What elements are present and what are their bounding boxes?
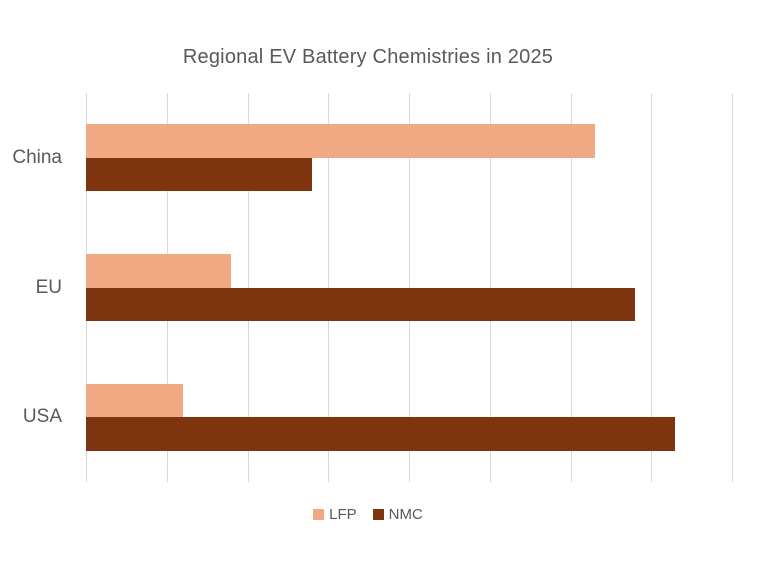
category-label-china: China bbox=[12, 146, 62, 168]
bar-eu-lfp bbox=[86, 254, 232, 288]
gridline-80 bbox=[732, 93, 733, 482]
category-label-eu: EU bbox=[35, 276, 62, 298]
bar-eu-nmc bbox=[86, 287, 636, 321]
bar-china-nmc bbox=[86, 157, 313, 192]
bar-usa-lfp bbox=[86, 383, 183, 418]
chart-title: Regional EV Battery Chemistries in 2025 bbox=[182, 46, 554, 68]
legend-swatch-lfp bbox=[313, 509, 325, 520]
legend-item-nmc: NMC bbox=[372, 506, 423, 523]
category-axis: China EU USA bbox=[0, 93, 62, 482]
plot-area bbox=[86, 93, 733, 482]
legend-swatch-nmc bbox=[372, 509, 384, 520]
gridline-70 bbox=[651, 93, 653, 482]
legend: LFP NMC bbox=[0, 506, 736, 523]
legend-label-nmc: NMC bbox=[388, 506, 423, 523]
category-label-usa: USA bbox=[22, 406, 62, 428]
legend-item-lfp: LFP bbox=[313, 506, 357, 523]
bar-usa-nmc bbox=[86, 417, 676, 451]
legend-label-lfp: LFP bbox=[329, 506, 357, 523]
bar-china-lfp bbox=[86, 124, 595, 158]
